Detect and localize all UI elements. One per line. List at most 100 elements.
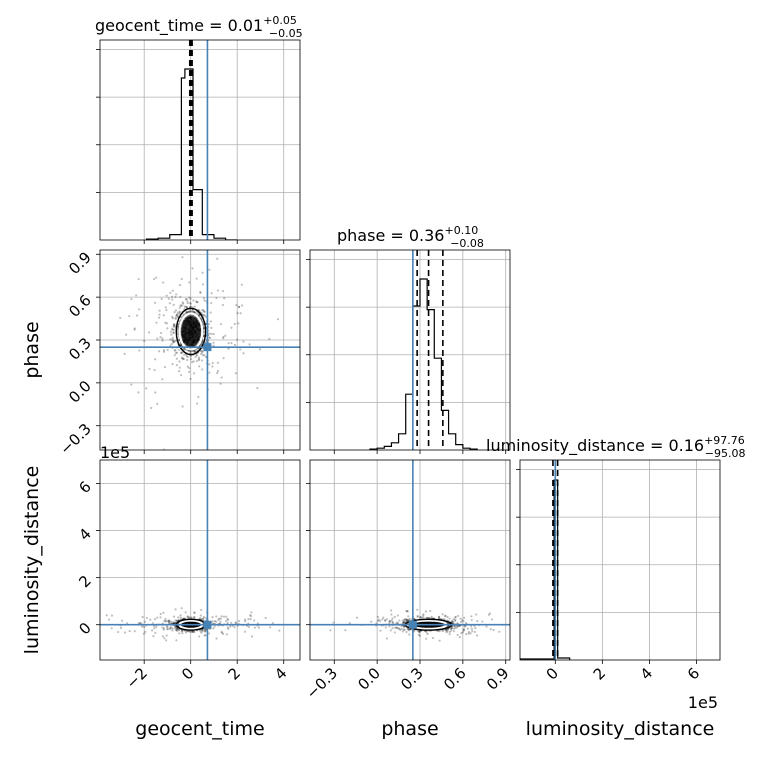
sample-point <box>469 625 473 628</box>
sample-point <box>401 630 404 633</box>
sample-point <box>249 615 253 618</box>
sample-point <box>197 356 201 359</box>
sample-point <box>199 352 203 356</box>
sample-point <box>403 620 406 623</box>
sample-point <box>105 614 108 617</box>
sample-point <box>222 615 225 618</box>
sample-point <box>180 356 183 359</box>
sample-point <box>271 622 274 625</box>
sample-point <box>193 630 196 634</box>
sample-point <box>182 347 185 350</box>
sample-point <box>253 626 256 629</box>
sample-point <box>175 317 178 320</box>
sample-point <box>156 402 159 406</box>
sample-point <box>220 376 223 379</box>
sample-point <box>375 622 378 625</box>
x-tick-label: 0.6 <box>440 664 470 694</box>
sample-point <box>450 627 454 630</box>
sample-point <box>98 385 100 387</box>
sample-point <box>253 619 256 622</box>
panel-frame <box>309 459 511 661</box>
sample-point <box>418 634 422 637</box>
sample-point <box>402 625 406 628</box>
sample-point <box>166 327 169 330</box>
sample-point <box>193 310 196 314</box>
sample-point <box>175 639 178 642</box>
sample-point <box>204 633 207 637</box>
sample-point <box>153 301 157 304</box>
sample-point <box>171 315 174 319</box>
sample-point <box>268 337 271 341</box>
sample-point <box>481 620 484 623</box>
sample-point <box>222 337 225 340</box>
sample-point <box>227 618 230 622</box>
sample-point <box>209 320 212 323</box>
sample-point <box>445 631 448 634</box>
sample-point <box>201 308 204 311</box>
sample-point <box>154 631 157 634</box>
sample-point <box>171 336 174 339</box>
truth-marker <box>203 620 212 629</box>
sample-point <box>210 292 213 295</box>
sample-point <box>195 354 198 357</box>
sample-point <box>144 630 147 633</box>
sample-point <box>223 297 226 300</box>
sample-point <box>177 616 180 619</box>
sample-point <box>405 609 408 613</box>
sample-point <box>186 358 189 362</box>
sample-point <box>154 276 158 279</box>
sample-point <box>173 622 176 625</box>
histogram-geocent_time <box>145 68 238 240</box>
y-tick-label: 0 <box>75 619 94 638</box>
sample-point <box>174 295 177 299</box>
sample-point <box>203 628 206 631</box>
sample-point <box>422 613 425 616</box>
sample-point <box>195 300 198 303</box>
sample-point <box>155 625 158 628</box>
sample-point <box>148 331 151 334</box>
sample-point <box>137 391 140 394</box>
title-geocent-time: geocent_time = 0.01+0.05 −0.05 <box>95 14 303 40</box>
sample-point <box>408 633 411 636</box>
sample-point <box>209 311 212 314</box>
sample-point <box>175 364 178 367</box>
sample-point <box>133 630 136 633</box>
sample-point <box>172 328 175 331</box>
sample-point <box>211 620 214 623</box>
sample-point <box>209 336 212 339</box>
sample-point <box>137 622 140 625</box>
sample-point <box>198 359 201 362</box>
sample-point <box>185 310 188 314</box>
sample-point <box>226 626 229 629</box>
sample-point <box>172 323 175 326</box>
sample-point <box>395 621 398 624</box>
sample-point <box>444 614 447 617</box>
sample-point <box>154 358 157 361</box>
sample-point <box>174 619 177 622</box>
sample-point <box>344 629 347 632</box>
sample-point <box>406 610 409 613</box>
sample-point <box>425 616 428 620</box>
sample-point <box>168 621 171 624</box>
sample-point <box>329 629 332 632</box>
sample-point <box>161 337 164 340</box>
sample-point <box>180 351 183 355</box>
sample-point <box>158 313 161 316</box>
x-tick-label: 4 <box>637 664 656 683</box>
sample-point <box>173 354 176 357</box>
sample-point <box>452 627 456 630</box>
y-tick-label: 2 <box>75 572 94 591</box>
sample-point <box>388 625 391 628</box>
sample-point <box>475 634 479 637</box>
x-tick-label: −0.3 <box>303 664 341 702</box>
sample-point <box>236 338 239 341</box>
sample-point <box>120 619 124 622</box>
sample-point <box>416 615 419 618</box>
sample-point <box>176 629 179 632</box>
posterior-samples <box>98 256 280 450</box>
sample-point <box>175 357 178 360</box>
panel-plot-area <box>520 460 720 660</box>
sample-point <box>234 621 237 624</box>
sample-point <box>405 618 408 621</box>
